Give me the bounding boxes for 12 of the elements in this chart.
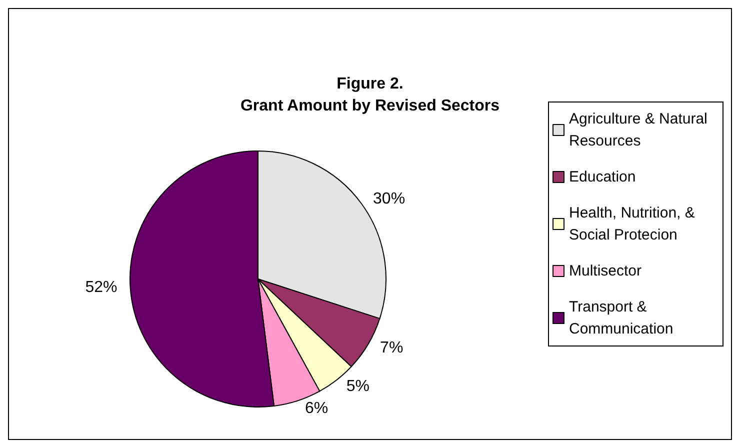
data-label: 30% [373,190,406,208]
legend-label: Agriculture & Natural Resources [569,110,712,150]
data-label: 5% [346,378,370,395]
legend-label: Education [569,168,636,186]
chart-subtitle: Grant Amount by Revised Sectors [240,98,500,114]
data-label: 7% [380,340,404,357]
legend-label: Transport & Communication [569,298,674,338]
chart-title: Figure 2. [336,76,404,92]
data-label: 6% [305,400,328,417]
legend-label: Multisector [569,262,642,280]
data-label: 52% [85,279,118,296]
legend-label: Health, Nutrition, & Social Protecion [569,204,700,244]
